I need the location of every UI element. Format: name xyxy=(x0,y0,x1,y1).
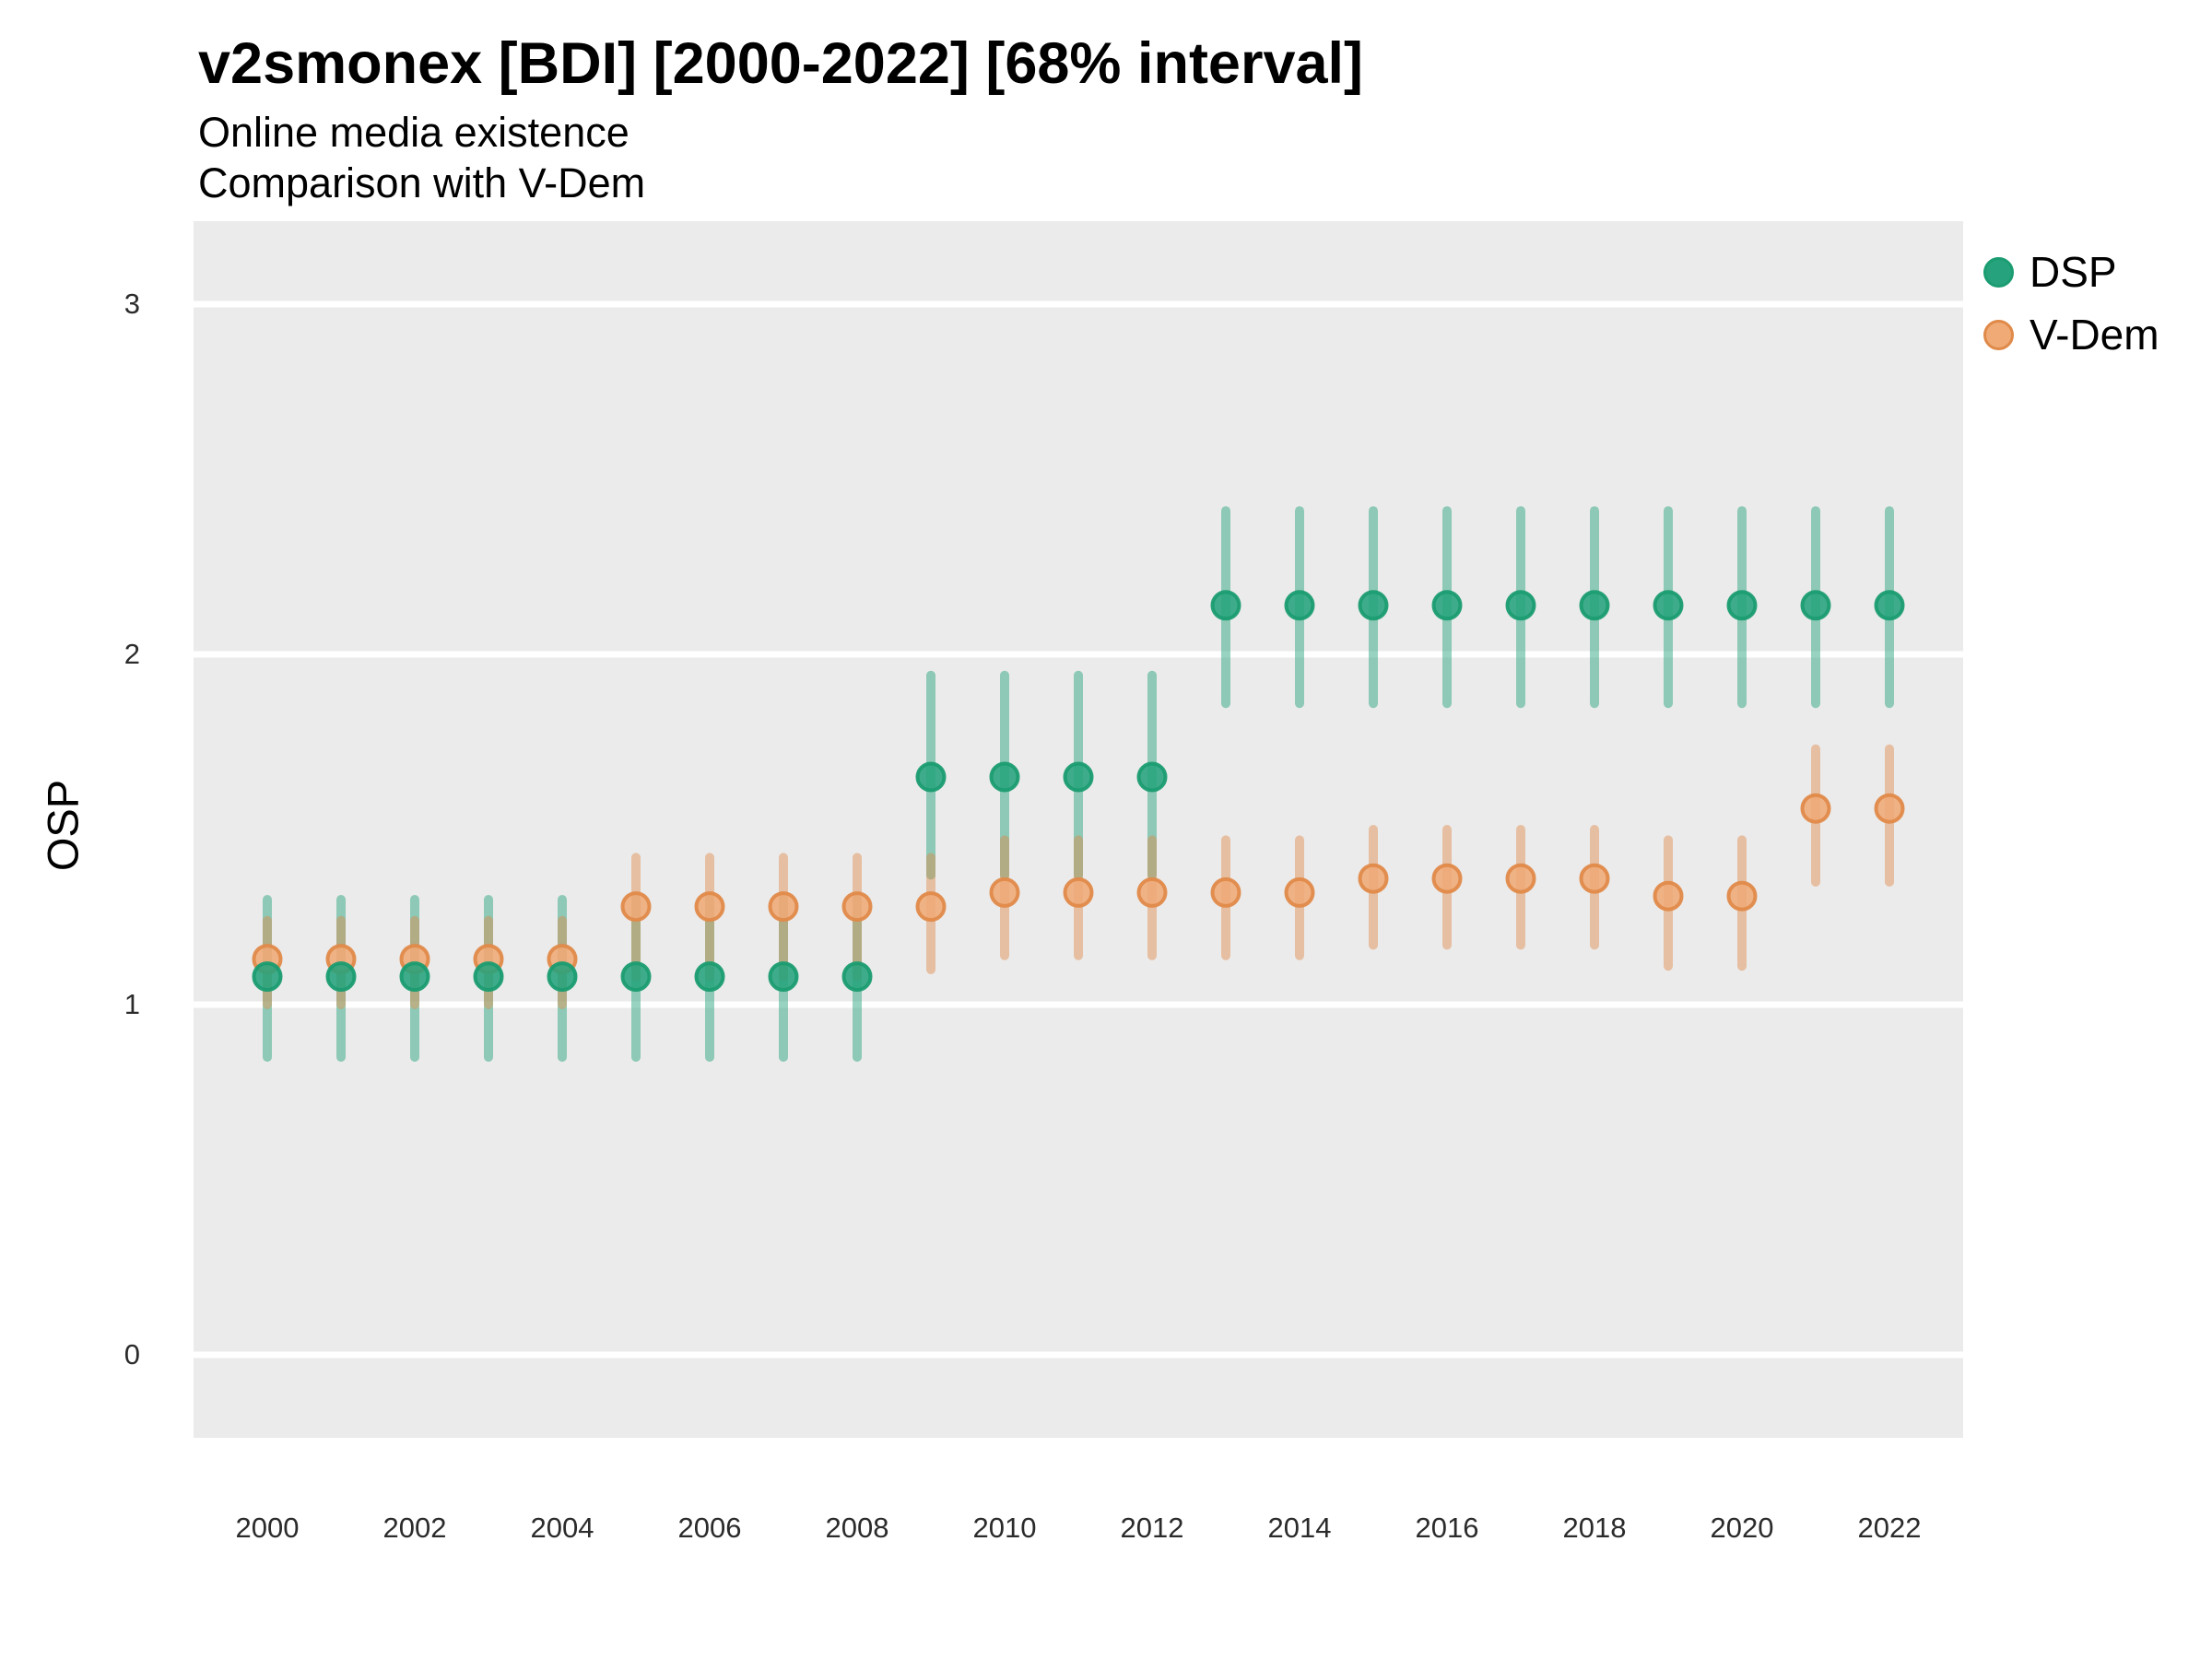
legend-item-dsp: DSP xyxy=(1983,247,2159,297)
x-tick-label-2010: 2010 xyxy=(972,1512,1037,1544)
vdem-point-2007 xyxy=(768,891,799,923)
dsp-point-2003 xyxy=(473,961,504,993)
y-tick-label-0: 0 xyxy=(124,1338,140,1371)
dsp-point-2021 xyxy=(1800,590,1831,621)
vdem-point-2016 xyxy=(1431,863,1463,894)
vdem-point-2018 xyxy=(1579,863,1610,894)
vdem-point-2017 xyxy=(1505,863,1536,894)
vdem-point-2013 xyxy=(1210,877,1241,908)
dsp-point-2022 xyxy=(1874,590,1905,621)
x-tick-label-2012: 2012 xyxy=(1120,1512,1184,1544)
chart-subtitle-2: Comparison with V-Dem xyxy=(198,159,646,206)
vdem-legend-dot-icon xyxy=(1983,319,2014,350)
legend: DSP V-Dem xyxy=(1983,247,2159,359)
vdem-point-2009 xyxy=(915,891,947,923)
legend-label-dsp: DSP xyxy=(2030,248,2117,296)
legend-label-vdem: V-Dem xyxy=(2030,311,2159,359)
x-tick-label-2006: 2006 xyxy=(677,1512,742,1544)
vdem-point-2019 xyxy=(1653,880,1684,912)
dsp-point-2020 xyxy=(1726,590,1758,621)
vdem-point-2021 xyxy=(1800,793,1831,824)
dsp-point-2002 xyxy=(399,961,430,993)
dsp-point-2008 xyxy=(841,961,873,993)
dsp-point-2018 xyxy=(1579,590,1610,621)
chart-title: v2smonex [BDI] [2000-2022] [68% interval… xyxy=(198,31,1364,96)
dsp-point-2004 xyxy=(547,961,578,993)
vdem-point-2005 xyxy=(620,891,652,923)
x-tick-label-2018: 2018 xyxy=(1562,1512,1627,1544)
dsp-point-2015 xyxy=(1358,590,1389,621)
dsp-point-2014 xyxy=(1284,590,1315,621)
x-tick-label-2004: 2004 xyxy=(530,1512,594,1544)
y-tick-label-2: 2 xyxy=(124,638,140,670)
dsp-point-2017 xyxy=(1505,590,1536,621)
legend-item-vdem: V-Dem xyxy=(1983,310,2159,359)
y-axis-title: OSP xyxy=(38,779,88,872)
vdem-point-2012 xyxy=(1136,877,1168,908)
dsp-point-2006 xyxy=(694,961,725,993)
x-tick-label-2020: 2020 xyxy=(1710,1512,1774,1544)
dsp-legend-dot-icon xyxy=(1983,256,2014,288)
x-tick-label-2022: 2022 xyxy=(1857,1512,1922,1544)
dsp-point-2016 xyxy=(1431,590,1463,621)
vdem-point-2008 xyxy=(841,891,873,923)
y-tick-label-3: 3 xyxy=(124,288,140,320)
dsp-point-2007 xyxy=(768,961,799,993)
dsp-point-2001 xyxy=(325,961,357,993)
vdem-point-2010 xyxy=(989,877,1020,908)
x-tick-label-2002: 2002 xyxy=(382,1512,447,1544)
vdem-point-2006 xyxy=(694,891,725,923)
x-tick-label-2014: 2014 xyxy=(1267,1512,1332,1544)
chart-subtitle-1: Online media existence xyxy=(198,109,629,156)
y-tick-label-1: 1 xyxy=(124,988,140,1020)
dsp-point-2012 xyxy=(1136,761,1168,793)
dsp-point-2005 xyxy=(620,961,652,993)
x-tick-label-2000: 2000 xyxy=(235,1512,300,1544)
vdem-point-2015 xyxy=(1358,863,1389,894)
dsp-point-2013 xyxy=(1210,590,1241,621)
dsp-point-2009 xyxy=(915,761,947,793)
plot-panel xyxy=(194,221,1963,1438)
x-tick-label-2008: 2008 xyxy=(825,1512,889,1544)
vdem-point-2022 xyxy=(1874,793,1905,824)
dsp-point-2000 xyxy=(252,961,283,993)
dsp-point-2010 xyxy=(989,761,1020,793)
vdem-point-2014 xyxy=(1284,877,1315,908)
vdem-point-2020 xyxy=(1726,880,1758,912)
vdem-point-2011 xyxy=(1063,877,1094,908)
dsp-point-2019 xyxy=(1653,590,1684,621)
dsp-point-2011 xyxy=(1063,761,1094,793)
x-tick-label-2016: 2016 xyxy=(1415,1512,1479,1544)
